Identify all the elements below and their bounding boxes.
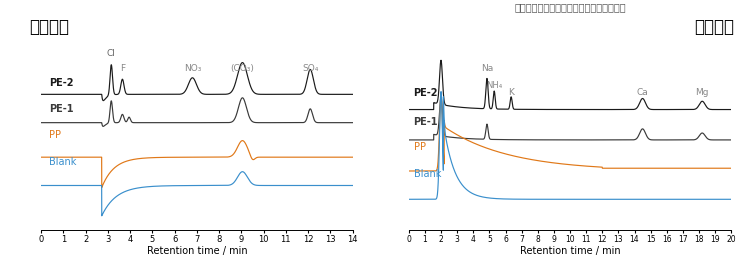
Text: 陰イオン: 陰イオン bbox=[28, 18, 69, 36]
X-axis label: Retention time / min: Retention time / min bbox=[146, 246, 248, 256]
X-axis label: Retention time / min: Retention time / min bbox=[520, 246, 620, 256]
Text: NO₃: NO₃ bbox=[184, 64, 201, 73]
Text: PE-1: PE-1 bbox=[413, 117, 438, 127]
Text: PP: PP bbox=[49, 130, 61, 140]
Text: Blank: Blank bbox=[49, 157, 76, 167]
Text: K: K bbox=[509, 88, 514, 97]
Text: Blank: Blank bbox=[413, 169, 441, 179]
Text: 陽イオン: 陽イオン bbox=[694, 18, 734, 36]
Text: F: F bbox=[120, 64, 125, 73]
Text: PP: PP bbox=[413, 142, 425, 152]
Text: PE-2: PE-2 bbox=[49, 78, 74, 88]
Text: (CO₃): (CO₃) bbox=[230, 64, 254, 73]
Text: PE-1: PE-1 bbox=[49, 104, 74, 114]
Text: SO₄: SO₄ bbox=[302, 64, 319, 73]
Text: Na: Na bbox=[481, 64, 493, 73]
Text: Ca: Ca bbox=[637, 88, 649, 97]
Text: PE-2: PE-2 bbox=[413, 88, 438, 98]
Text: NH₄: NH₄ bbox=[486, 81, 502, 90]
Text: 未使用容器に純水を封入，一晩放置後測定: 未使用容器に純水を封入，一晩放置後測定 bbox=[514, 3, 625, 13]
Text: Mg: Mg bbox=[695, 88, 709, 97]
Text: Cl: Cl bbox=[106, 49, 116, 58]
